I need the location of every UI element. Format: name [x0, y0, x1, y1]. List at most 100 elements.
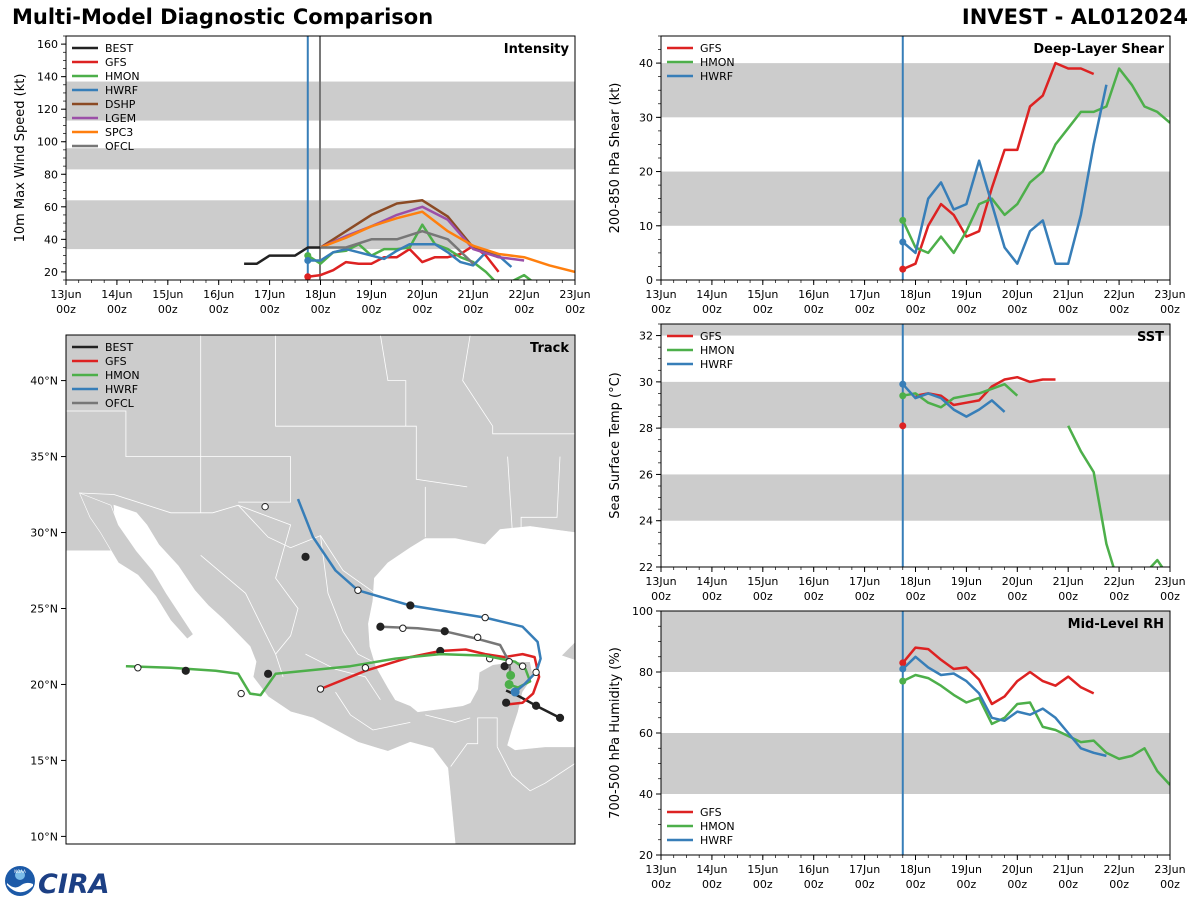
- series-line-ofcl: [320, 229, 475, 265]
- x-tick-label-day: 22Jun: [509, 288, 540, 301]
- track-point-ofcl: [473, 633, 482, 642]
- series-line-hmon: [902, 673, 1170, 786]
- x-tick-label-hour: 00z: [1109, 303, 1129, 316]
- y-tick-label: 10: [639, 220, 653, 233]
- series-line-hwrf: [901, 655, 1107, 758]
- x-tick-label-day: 14Jun: [101, 288, 132, 301]
- noaa-logo-bird: [15, 870, 25, 880]
- political-border: [200, 335, 292, 503]
- x-tick-label-hour: 00z: [1007, 303, 1027, 316]
- track-point-hwrf: [510, 687, 520, 697]
- y-axis-label: 10m Max Wind Speed (kt): [13, 74, 28, 243]
- start-point-hmon: [304, 252, 312, 260]
- x-tick-label-day: 18Jun: [900, 575, 931, 588]
- y-tick-label: 60: [44, 201, 58, 214]
- x-tick-label-hour: 00z: [804, 590, 824, 603]
- track-point-best: [555, 713, 565, 722]
- start-point-hwrf: [304, 256, 312, 264]
- legend-label-hwrf: HWRF: [105, 84, 138, 97]
- track-point-hmon: [361, 664, 370, 672]
- x-tick-label-day: 17Jun: [849, 575, 880, 588]
- x-tick-label-day: 18Jun: [305, 288, 336, 301]
- political-border: [66, 410, 202, 513]
- y-tick-label: 25°N: [30, 602, 58, 615]
- series-line-spc3: [320, 210, 575, 274]
- shaded-band: [661, 381, 1170, 429]
- y-tick-label: 10°N: [30, 830, 58, 843]
- y-tick-label: 60: [639, 727, 653, 740]
- plot-area-sst: [661, 324, 1170, 567]
- x-tick-label-hour: 00z: [1058, 303, 1078, 316]
- x-tick-label-hour: 00z: [311, 303, 331, 316]
- y-tick-label: 30: [639, 376, 653, 389]
- series-line-hwrf: [901, 84, 1108, 265]
- x-tick-label-day: 21Jun: [458, 288, 489, 301]
- political-border: [79, 492, 378, 596]
- legend-label-best: BEST: [105, 341, 133, 354]
- x-tick-label-hour: 00z: [209, 303, 229, 316]
- x-tick-label-day: 21Jun: [1053, 575, 1084, 588]
- y-tick-label: 80: [639, 666, 653, 679]
- axes-frame: [65, 334, 576, 845]
- track-point-ofcl: [376, 622, 385, 631]
- panel-title: Intensity: [504, 42, 570, 57]
- track-point-gfs: [500, 662, 509, 671]
- y-tick-label: 24: [639, 515, 653, 528]
- x-tick-label-day: 19Jun: [951, 575, 982, 588]
- x-tick-label-hour: 00z: [463, 303, 483, 316]
- series-line-hwrf: [901, 383, 1006, 418]
- start-point-hmon: [899, 392, 907, 400]
- x-tick-label-hour: 00z: [1109, 590, 1129, 603]
- political-border: [507, 456, 513, 529]
- y-tick-label: 0: [646, 274, 653, 287]
- y-tick-label: 100: [37, 136, 58, 149]
- y-tick-label: 20: [44, 266, 58, 279]
- start-point-hwrf: [899, 380, 907, 388]
- x-tick-label-hour: 00z: [804, 303, 824, 316]
- track-point-hmon: [504, 679, 514, 689]
- panel-intensity: 20 40 60 80 100 120 140 160 13Jun 00z 14Jun 00z 15Ju…: [13, 35, 591, 316]
- x-tick-label-hour: 00z: [1160, 590, 1180, 603]
- y-axis-label: Sea Surface Temp (°C): [608, 372, 623, 519]
- political-border: [520, 456, 561, 528]
- y-tick-label: 40: [639, 57, 653, 70]
- x-tick-label-hour: 00z: [362, 303, 382, 316]
- noaa-cira-logo: NOAA CIRA: [5, 866, 110, 898]
- x-tick-label-day: 13Jun: [645, 288, 676, 301]
- x-tick-label-day: 20Jun: [1002, 863, 1033, 876]
- x-tick-label-day: 17Jun: [254, 288, 285, 301]
- track-point-ofcl: [505, 657, 513, 666]
- y-axis-label: 700-500 hPa Humidity (%): [608, 647, 623, 819]
- legend-label-ofcl: OFCL: [105, 397, 135, 410]
- x-tick-label-day: 18Jun: [900, 863, 931, 876]
- x-tick-label-hour: 00z: [1058, 590, 1078, 603]
- track-point-ofcl: [440, 627, 449, 636]
- cira-logo-text: CIRA: [38, 869, 110, 898]
- track-point-hwrf: [481, 613, 489, 622]
- series-line-hmon: [307, 223, 533, 280]
- x-tick-label-hour: 00z: [514, 303, 534, 316]
- y-tick-label: 40°N: [30, 375, 58, 388]
- track-point-hwrf: [354, 586, 362, 594]
- y-tick-label: 160: [37, 38, 58, 51]
- shaded-band: [661, 171, 1170, 226]
- x-tick-label-hour: 00z: [855, 590, 875, 603]
- track-point-ofcl: [399, 624, 407, 632]
- x-tick-label-day: 22Jun: [1104, 575, 1135, 588]
- y-tick-label: 120: [37, 103, 58, 116]
- political-border: [335, 691, 411, 731]
- x-tick-label-hour: 00z: [565, 303, 585, 316]
- legend-label-gfs: GFS: [700, 42, 722, 55]
- y-tick-label: 80: [44, 168, 58, 181]
- x-tick-label-hour: 00z: [804, 878, 824, 891]
- legend-label-hmon: HMON: [700, 344, 735, 357]
- x-tick-label-hour: 00z: [906, 878, 926, 891]
- series-line-hmon: [902, 382, 1019, 409]
- x-tick-label-day: 16Jun: [798, 288, 829, 301]
- axes-frame: [660, 323, 1171, 568]
- x-tick-label-hour: 00z: [957, 590, 977, 603]
- y-tick-label: 28: [639, 422, 653, 435]
- x-tick-label-hour: 00z: [957, 303, 977, 316]
- y-tick-label: 32: [639, 330, 653, 343]
